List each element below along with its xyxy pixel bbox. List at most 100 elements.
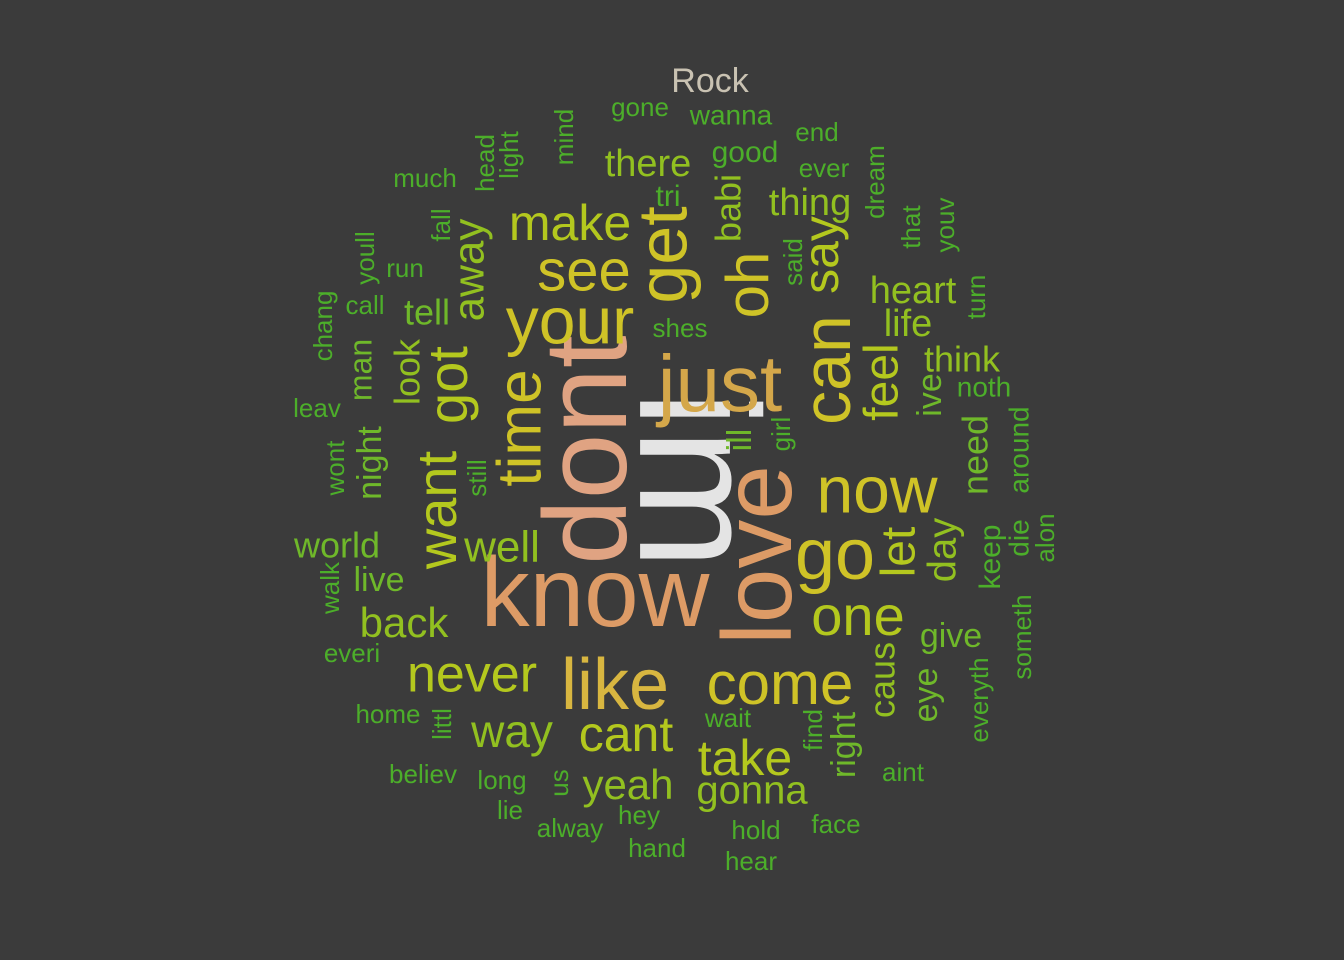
- word-hand: hand: [628, 833, 686, 863]
- word-know: know: [481, 537, 711, 647]
- word-good: good: [712, 136, 779, 169]
- word-alon: alon: [1030, 513, 1060, 562]
- word-day: day: [921, 518, 965, 583]
- word-wanna: wanna: [689, 99, 773, 130]
- word-think: think: [924, 339, 1001, 380]
- word-ever: ever: [799, 153, 850, 183]
- word-someth: someth: [1007, 594, 1037, 679]
- word-give: give: [920, 617, 982, 655]
- word-like: like: [561, 645, 669, 725]
- word-got: got: [416, 346, 479, 424]
- word-im: im: [603, 390, 793, 569]
- word-time: time: [485, 369, 554, 486]
- word-look: look: [387, 338, 428, 405]
- word-aint: aint: [882, 757, 925, 787]
- word-die: die: [1003, 519, 1034, 556]
- word-oh: oh: [714, 252, 781, 319]
- word-tri: tri: [656, 180, 681, 213]
- word-mind: mind: [549, 109, 579, 165]
- word-dont: dont: [520, 335, 652, 565]
- word-call: call: [345, 290, 384, 320]
- word-still: still: [462, 459, 492, 497]
- word-everyth: everyth: [964, 657, 994, 742]
- word-world: world: [293, 525, 380, 566]
- word-cant: cant: [579, 706, 674, 762]
- word-one: one: [811, 584, 904, 647]
- word-end: end: [795, 117, 838, 147]
- word-come: come: [707, 650, 854, 717]
- word-everi: everi: [324, 638, 380, 668]
- word-hold: hold: [731, 815, 780, 845]
- word-yeah: yeah: [582, 761, 673, 808]
- word-right: right: [825, 711, 863, 778]
- word-dream: dream: [860, 145, 890, 219]
- word-away: away: [445, 219, 494, 322]
- word-man: man: [342, 339, 378, 401]
- word-caus: caus: [862, 642, 903, 718]
- word-tell: tell: [404, 292, 450, 333]
- word-let: let: [873, 527, 926, 578]
- word-way: way: [470, 705, 553, 757]
- word-never: never: [407, 646, 537, 704]
- word-babi: babi: [708, 174, 749, 242]
- word-light: light: [494, 130, 524, 178]
- word-wont: wont: [320, 440, 350, 497]
- word-life: life: [884, 303, 933, 345]
- word-ive: ive: [911, 373, 949, 416]
- word-eye: eye: [907, 668, 945, 723]
- word-love: love: [702, 465, 812, 645]
- word-head: head: [470, 134, 500, 192]
- word-find: find: [798, 709, 828, 751]
- word-walk: walk: [315, 561, 345, 615]
- word-run: run: [386, 253, 424, 283]
- word-see: see: [537, 238, 631, 303]
- word-can: can: [789, 315, 865, 425]
- word-want: want: [405, 450, 468, 570]
- word-heart: heart: [870, 270, 957, 312]
- word-well: well: [463, 523, 540, 572]
- word-leav: leav: [293, 393, 341, 423]
- word-us: us: [544, 769, 574, 796]
- word-much: much: [393, 163, 457, 193]
- word-ill: ill: [721, 429, 759, 452]
- word-night: night: [351, 426, 389, 500]
- word-believ: believ: [389, 759, 457, 789]
- word-gone: gone: [611, 92, 669, 122]
- word-wait: wait: [704, 703, 752, 733]
- word-around: around: [1003, 406, 1034, 493]
- word-shes: shes: [653, 313, 708, 343]
- word-thing: thing: [769, 182, 851, 224]
- word-face: face: [811, 809, 860, 839]
- word-go: go: [795, 515, 875, 595]
- word-said: said: [778, 238, 808, 286]
- word-alway: alway: [537, 813, 603, 843]
- word-littl: littl: [427, 708, 457, 740]
- word-that: that: [896, 205, 926, 249]
- cloud-title: Rock: [671, 62, 749, 100]
- word-feel: feel: [856, 343, 909, 420]
- word-girl: girl: [766, 417, 796, 452]
- word-youll: youll: [350, 231, 380, 284]
- word-keep: keep: [974, 524, 1007, 589]
- word-long: long: [477, 765, 526, 795]
- word-back: back: [360, 599, 450, 646]
- word-now: now: [816, 452, 937, 526]
- word-there: there: [605, 143, 692, 185]
- word-gonna: gonna: [696, 769, 808, 813]
- word-just: just: [656, 339, 783, 428]
- word-hey: hey: [618, 800, 660, 830]
- word-get: get: [623, 206, 701, 303]
- word-lie: lie: [497, 795, 523, 825]
- word-noth: noth: [957, 371, 1012, 402]
- word-take: take: [698, 730, 793, 786]
- word-live: live: [353, 561, 404, 599]
- word-home: home: [355, 699, 420, 729]
- word-chang: chang: [308, 291, 338, 362]
- word-need: need: [955, 415, 996, 495]
- word-youv: youv: [930, 198, 960, 253]
- word-turn: turn: [961, 275, 991, 320]
- word-fall: fall: [426, 208, 456, 241]
- word-say: say: [793, 216, 849, 294]
